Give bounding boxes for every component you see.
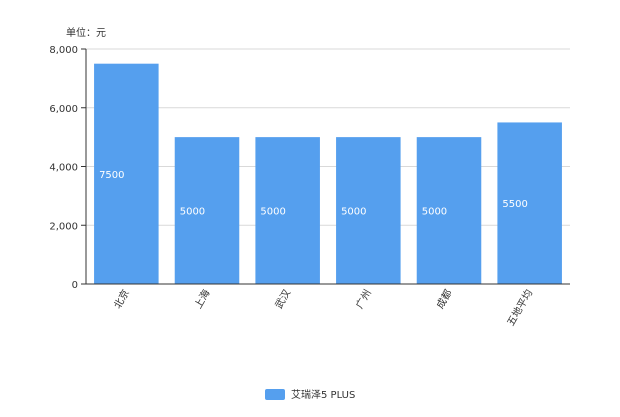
data-label: 5000 bbox=[180, 207, 205, 218]
bar bbox=[255, 137, 320, 284]
x-tick-label: 广州 bbox=[354, 288, 374, 311]
y-axis-ticks: 0 2,000 4,000 6,000 8,000 bbox=[49, 45, 86, 291]
y-tick-label: 0 bbox=[72, 280, 78, 291]
legend-swatch[interactable] bbox=[265, 389, 285, 400]
legend-label[interactable]: 艾瑞泽5 PLUS bbox=[291, 389, 355, 401]
y-tick-label: 4,000 bbox=[49, 163, 78, 174]
legend[interactable]: 艾瑞泽5 PLUS bbox=[265, 389, 355, 401]
bar bbox=[336, 137, 401, 284]
x-tick-label: 武汉 bbox=[272, 287, 293, 311]
bar bbox=[416, 137, 482, 284]
x-tick-label: 成都 bbox=[434, 288, 454, 311]
x-tick-label: 上海 bbox=[191, 287, 212, 311]
x-axis-ticks: 北京 上海 武汉 广州 成都 五地平均 bbox=[111, 287, 536, 328]
x-tick-label: 五地平均 bbox=[504, 287, 535, 328]
x-tick-label: 北京 bbox=[111, 287, 132, 311]
y-tick-label: 6,000 bbox=[49, 104, 78, 115]
bar bbox=[174, 137, 240, 284]
y-tick-label: 8,000 bbox=[49, 45, 78, 56]
data-label: 5000 bbox=[260, 207, 285, 218]
bar bbox=[497, 122, 562, 284]
bars bbox=[94, 63, 562, 284]
data-label: 5500 bbox=[502, 199, 527, 210]
unit-label: 单位：元 bbox=[66, 26, 106, 39]
y-tick-label: 2,000 bbox=[49, 221, 78, 232]
bar bbox=[94, 63, 159, 284]
data-label: 5000 bbox=[422, 207, 447, 218]
data-label: 7500 bbox=[99, 170, 124, 181]
data-label: 5000 bbox=[341, 207, 366, 218]
axes bbox=[85, 49, 570, 285]
grid-lines bbox=[86, 48, 570, 226]
data-labels: 7500 5000 5000 5000 5000 5500 bbox=[99, 170, 528, 218]
